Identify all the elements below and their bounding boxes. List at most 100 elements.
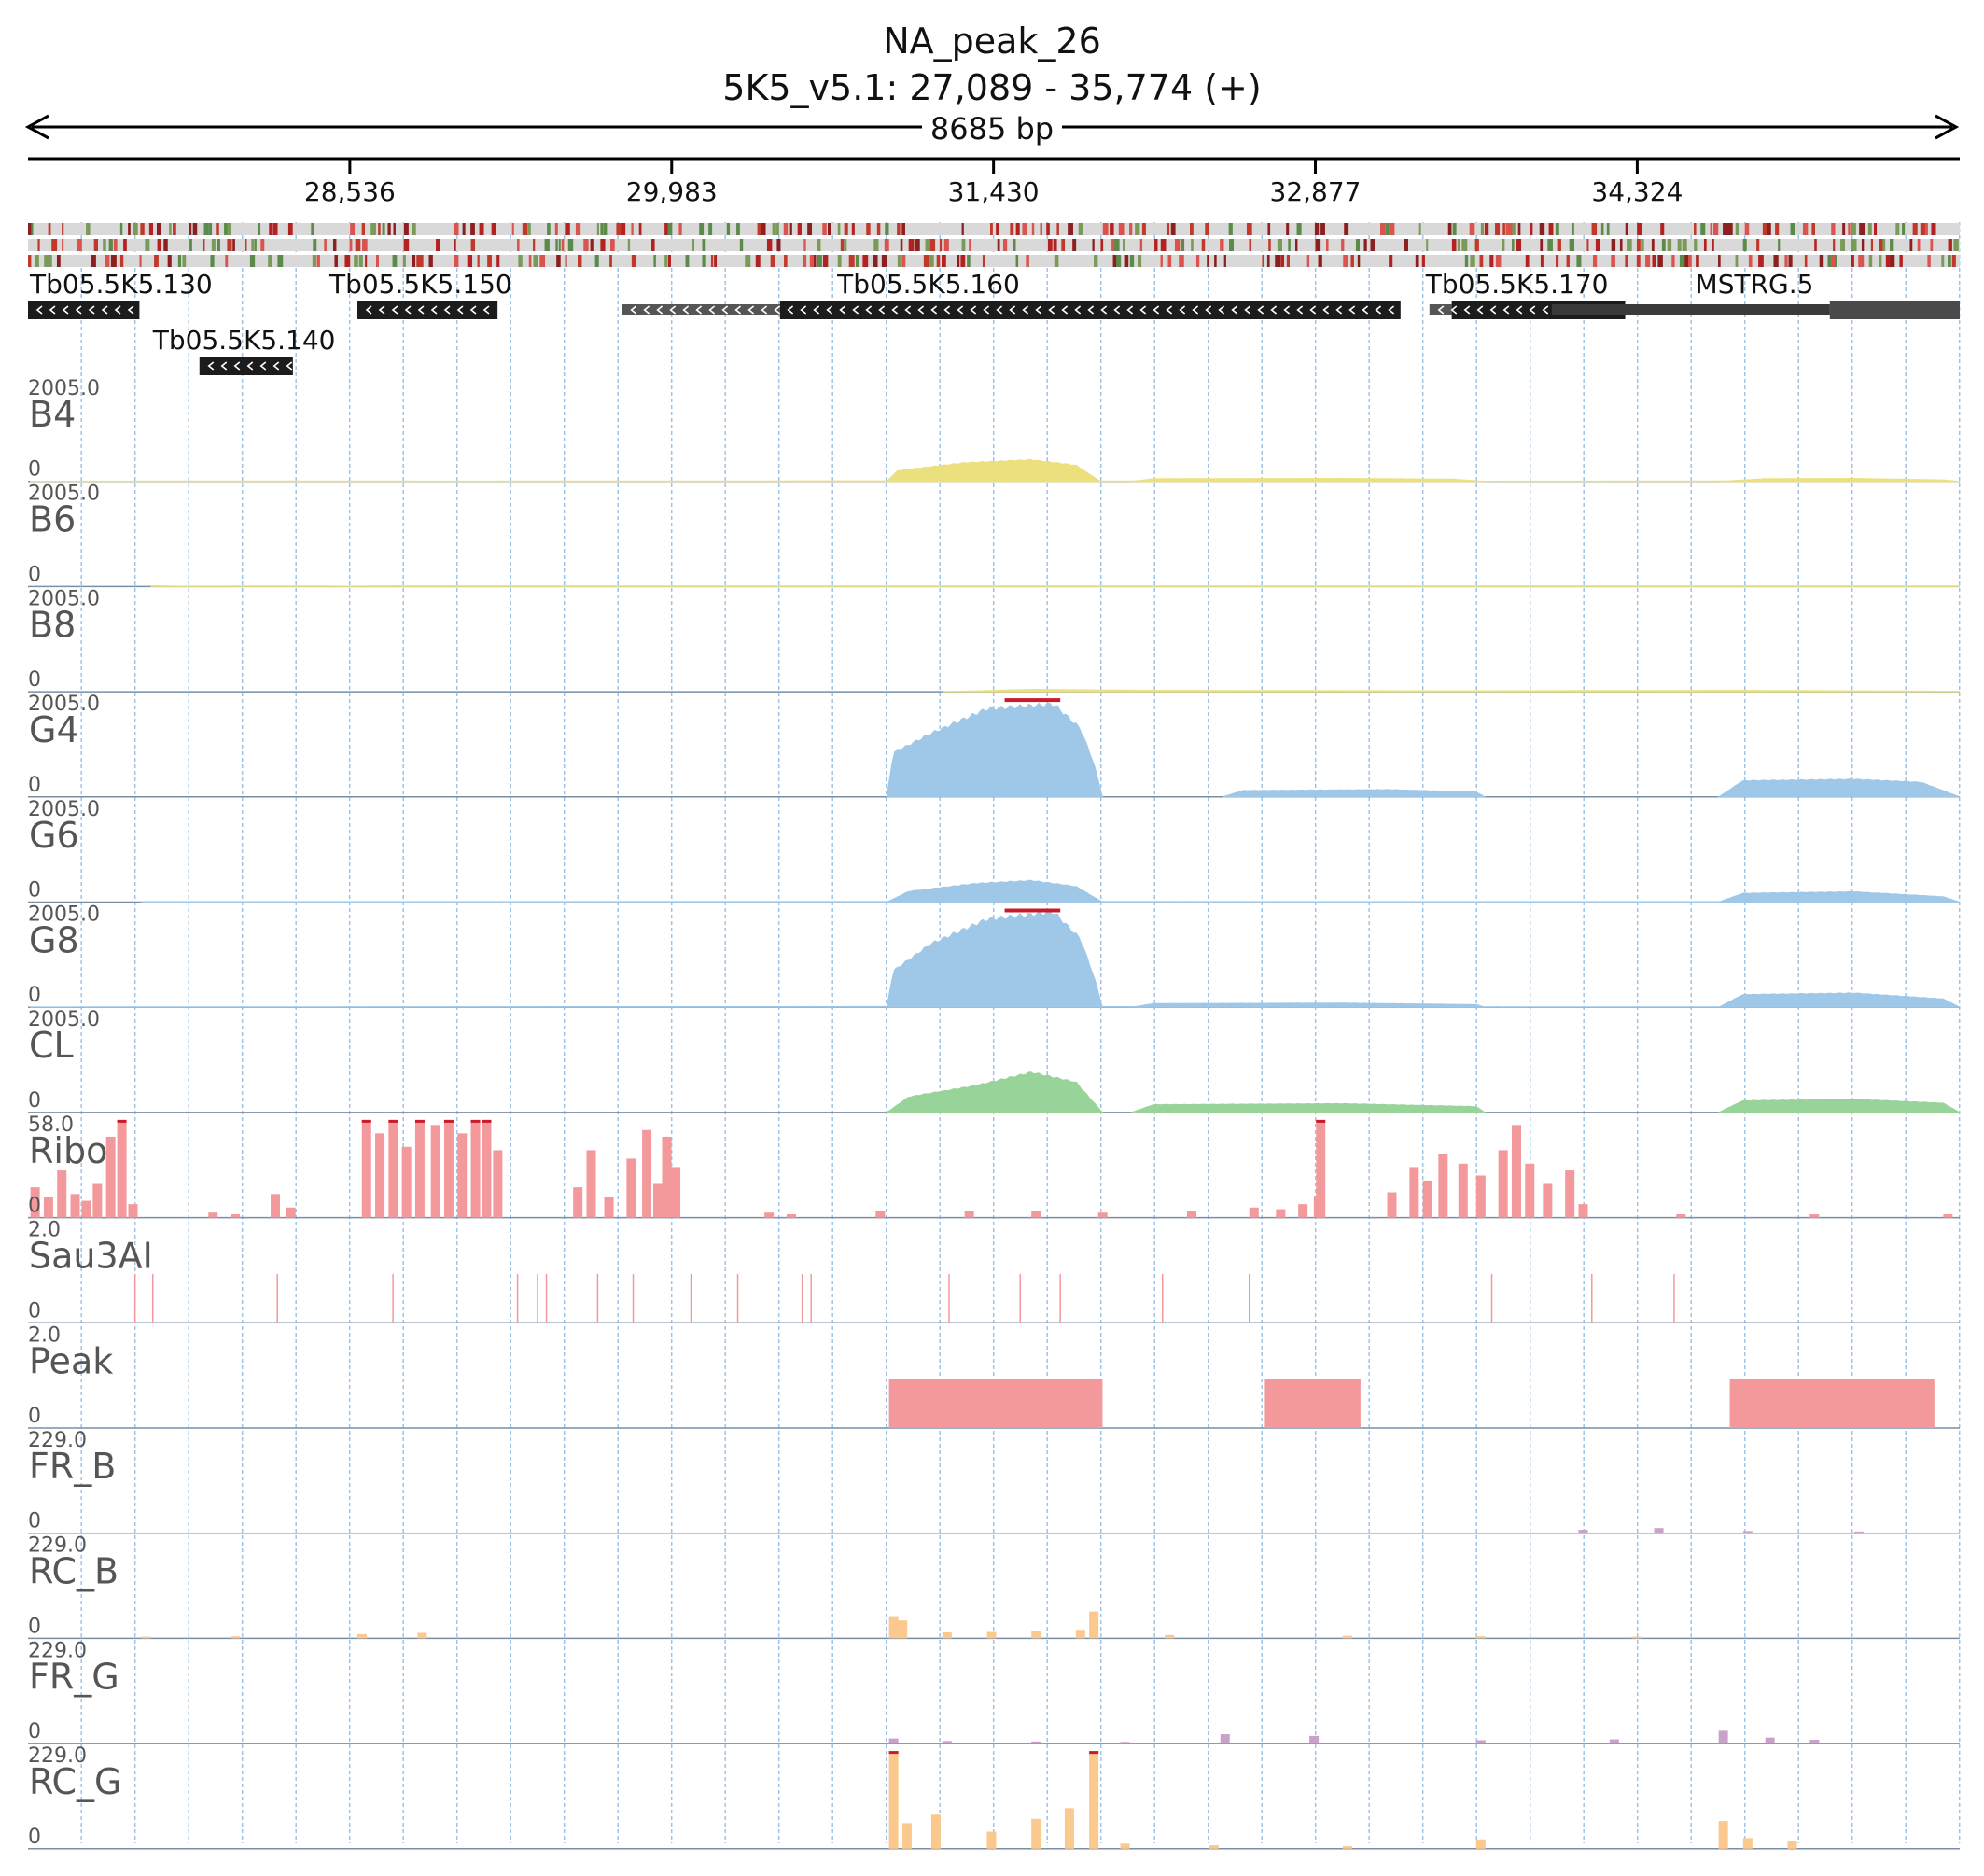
sequence-mark xyxy=(900,239,903,251)
sequence-mark xyxy=(1357,255,1361,267)
sequence-mark xyxy=(1679,255,1685,267)
sequence-mark xyxy=(1229,239,1234,251)
strand-chevron-icon xyxy=(656,305,664,315)
sequence-mark xyxy=(1138,255,1142,267)
strand-chevron-icon xyxy=(35,305,43,315)
ruler-tick-label: 34,324 xyxy=(1591,176,1683,207)
sequence-mark xyxy=(108,239,113,251)
sequence-mark xyxy=(803,255,807,267)
gene-body xyxy=(356,301,498,319)
coverage-bar xyxy=(30,1187,40,1218)
sequence-mark xyxy=(154,255,159,267)
sequence-mark xyxy=(827,223,831,235)
coverage-bar xyxy=(986,1631,997,1639)
sequence-mark xyxy=(692,239,694,251)
sequence-mark xyxy=(454,239,456,251)
coverage-bar xyxy=(573,1187,583,1218)
strand-chevron-icon xyxy=(1362,305,1369,315)
coverage-bar xyxy=(888,1751,899,1849)
strand-chevron-icon xyxy=(75,305,82,315)
span-arrow-right-icon xyxy=(1935,114,1960,140)
sequence-mark xyxy=(1696,255,1699,267)
sequence-mark xyxy=(1762,223,1768,235)
coverage-area xyxy=(942,689,1962,693)
coverage-bar xyxy=(604,1197,614,1218)
sequence-mark xyxy=(1712,223,1719,235)
sequence-mark xyxy=(48,223,51,235)
sequence-mark xyxy=(561,239,565,251)
track-max-label: 2005.0 xyxy=(28,1008,100,1031)
gene-label: Tb05.5K5.160 xyxy=(836,269,1020,300)
strand-chevron-icon xyxy=(917,305,925,315)
coverage-area xyxy=(885,458,1101,483)
track-b8 xyxy=(28,689,1962,693)
coverage-bar xyxy=(1458,1163,1468,1218)
strand-chevron-icon xyxy=(826,305,833,315)
sequence-mark xyxy=(784,255,788,267)
sequence-mark xyxy=(245,239,247,251)
sequence-mark xyxy=(113,239,118,251)
sequence-mark xyxy=(251,239,255,251)
sequence-mark xyxy=(1266,255,1270,267)
sequence-mark xyxy=(428,255,433,267)
track-fr_g xyxy=(28,1730,1960,1744)
sequence-mark xyxy=(28,223,34,235)
sequence-mark xyxy=(1154,239,1158,251)
strand-chevron-icon xyxy=(1179,305,1186,315)
sequence-mark xyxy=(1917,239,1921,251)
sequence-mark xyxy=(1671,255,1675,267)
sequence-mark xyxy=(817,239,821,251)
coverage-bar xyxy=(1511,1125,1521,1218)
sequence-mark xyxy=(1116,255,1122,267)
sequence-mark xyxy=(901,255,906,267)
track-max-label: 2005.0 xyxy=(28,798,100,821)
sequence-mark xyxy=(272,223,278,235)
sequence-mark xyxy=(822,255,829,267)
coverage-area xyxy=(1718,890,1961,903)
sequence-mark xyxy=(997,239,1000,251)
coverage-bar xyxy=(1089,1611,1099,1639)
sequence-mark xyxy=(189,223,192,235)
sequence-mark xyxy=(1773,255,1779,267)
sequence-mark xyxy=(555,239,558,251)
gene-label: Tb05.5K5.140 xyxy=(152,325,336,356)
sequence-mark xyxy=(1315,239,1321,251)
sequence-mark xyxy=(1112,255,1119,267)
sequence-mark xyxy=(837,255,842,267)
sequence-mark xyxy=(227,239,232,251)
sequence-mark xyxy=(1899,255,1903,267)
strand-chevron-icon xyxy=(482,305,490,315)
sequence-mark xyxy=(699,223,705,235)
strand-chevron-icon xyxy=(1009,305,1016,315)
clip-marker xyxy=(414,1119,425,1123)
sequence-mark xyxy=(1804,255,1808,267)
sequence-mark xyxy=(1592,255,1598,267)
sequence-mark xyxy=(1625,255,1628,267)
strand-chevron-icon xyxy=(983,305,990,315)
strand-chevron-icon xyxy=(1244,305,1251,315)
gene-body-thin xyxy=(1829,304,1960,315)
sequence-mark xyxy=(885,223,889,235)
sequence-mark xyxy=(957,255,960,267)
sequence-mark xyxy=(1275,255,1281,267)
strand-chevron-icon xyxy=(207,361,215,371)
sequence-mark xyxy=(268,255,272,267)
sequence-mark xyxy=(1166,223,1170,235)
sequence-mark xyxy=(1842,223,1846,235)
strand-chevron-icon xyxy=(643,305,650,315)
gene-body xyxy=(779,301,1401,319)
track-max-label: 2005.0 xyxy=(28,587,100,610)
sequence-mark xyxy=(1868,255,1873,267)
sequence-mark xyxy=(990,223,993,235)
sequence-mark xyxy=(1470,255,1475,267)
sequence-mark xyxy=(1355,239,1361,251)
sequence-mark xyxy=(565,255,567,267)
track-min-label: 0 xyxy=(28,879,41,903)
sequence-mark xyxy=(1927,255,1931,267)
sequence-mark xyxy=(517,239,520,251)
sequence-mark xyxy=(370,223,376,235)
strand-chevron-icon xyxy=(456,305,464,315)
sequence-mark xyxy=(1370,239,1375,251)
sequence-mark xyxy=(1469,223,1475,235)
strand-chevron-icon xyxy=(49,305,56,315)
